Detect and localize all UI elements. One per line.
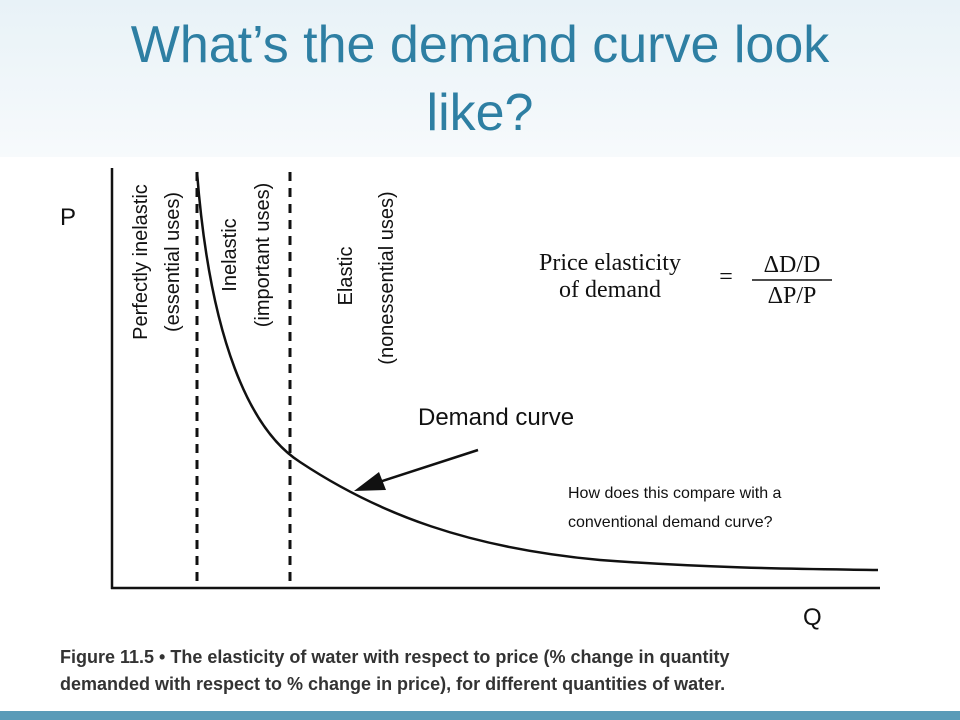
demand-curve	[195, 171, 879, 572]
footer-strip	[0, 711, 960, 720]
question: conventional demand curve?	[568, 514, 773, 531]
region-sublabel: (nonessential uses)	[376, 191, 398, 364]
formula-numerator: ΔD/D	[764, 252, 821, 278]
title: like?	[427, 84, 534, 142]
curve-label: Demand curve	[418, 404, 574, 431]
region-label: Elastic	[335, 247, 357, 306]
region-sublabel: (important uses)	[252, 183, 274, 328]
region-sublabel: (essential uses)	[162, 192, 184, 332]
title: What’s the demand curve look	[131, 16, 831, 74]
diagram: P Q Perfectly inelastic (essential uses)…	[60, 168, 880, 631]
arrow	[369, 448, 479, 487]
arrow-head	[354, 472, 386, 491]
axis-label: P	[60, 204, 76, 231]
region-label: Perfectly inelastic	[130, 184, 152, 340]
title-band	[0, 0, 960, 157]
caption: Figure 11.5 • The elasticity of water wi…	[60, 647, 729, 667]
region-label: Inelastic	[219, 218, 241, 291]
formula-text: Price elasticity	[539, 250, 681, 276]
question: How does this compare with a	[568, 485, 782, 502]
formula-text: of demand	[559, 277, 661, 303]
axis-label: Q	[803, 604, 822, 631]
formula-equals: =	[719, 264, 733, 290]
formula-denominator: ΔP/P	[768, 283, 817, 309]
caption: demanded with respect to % change in pri…	[60, 674, 725, 694]
